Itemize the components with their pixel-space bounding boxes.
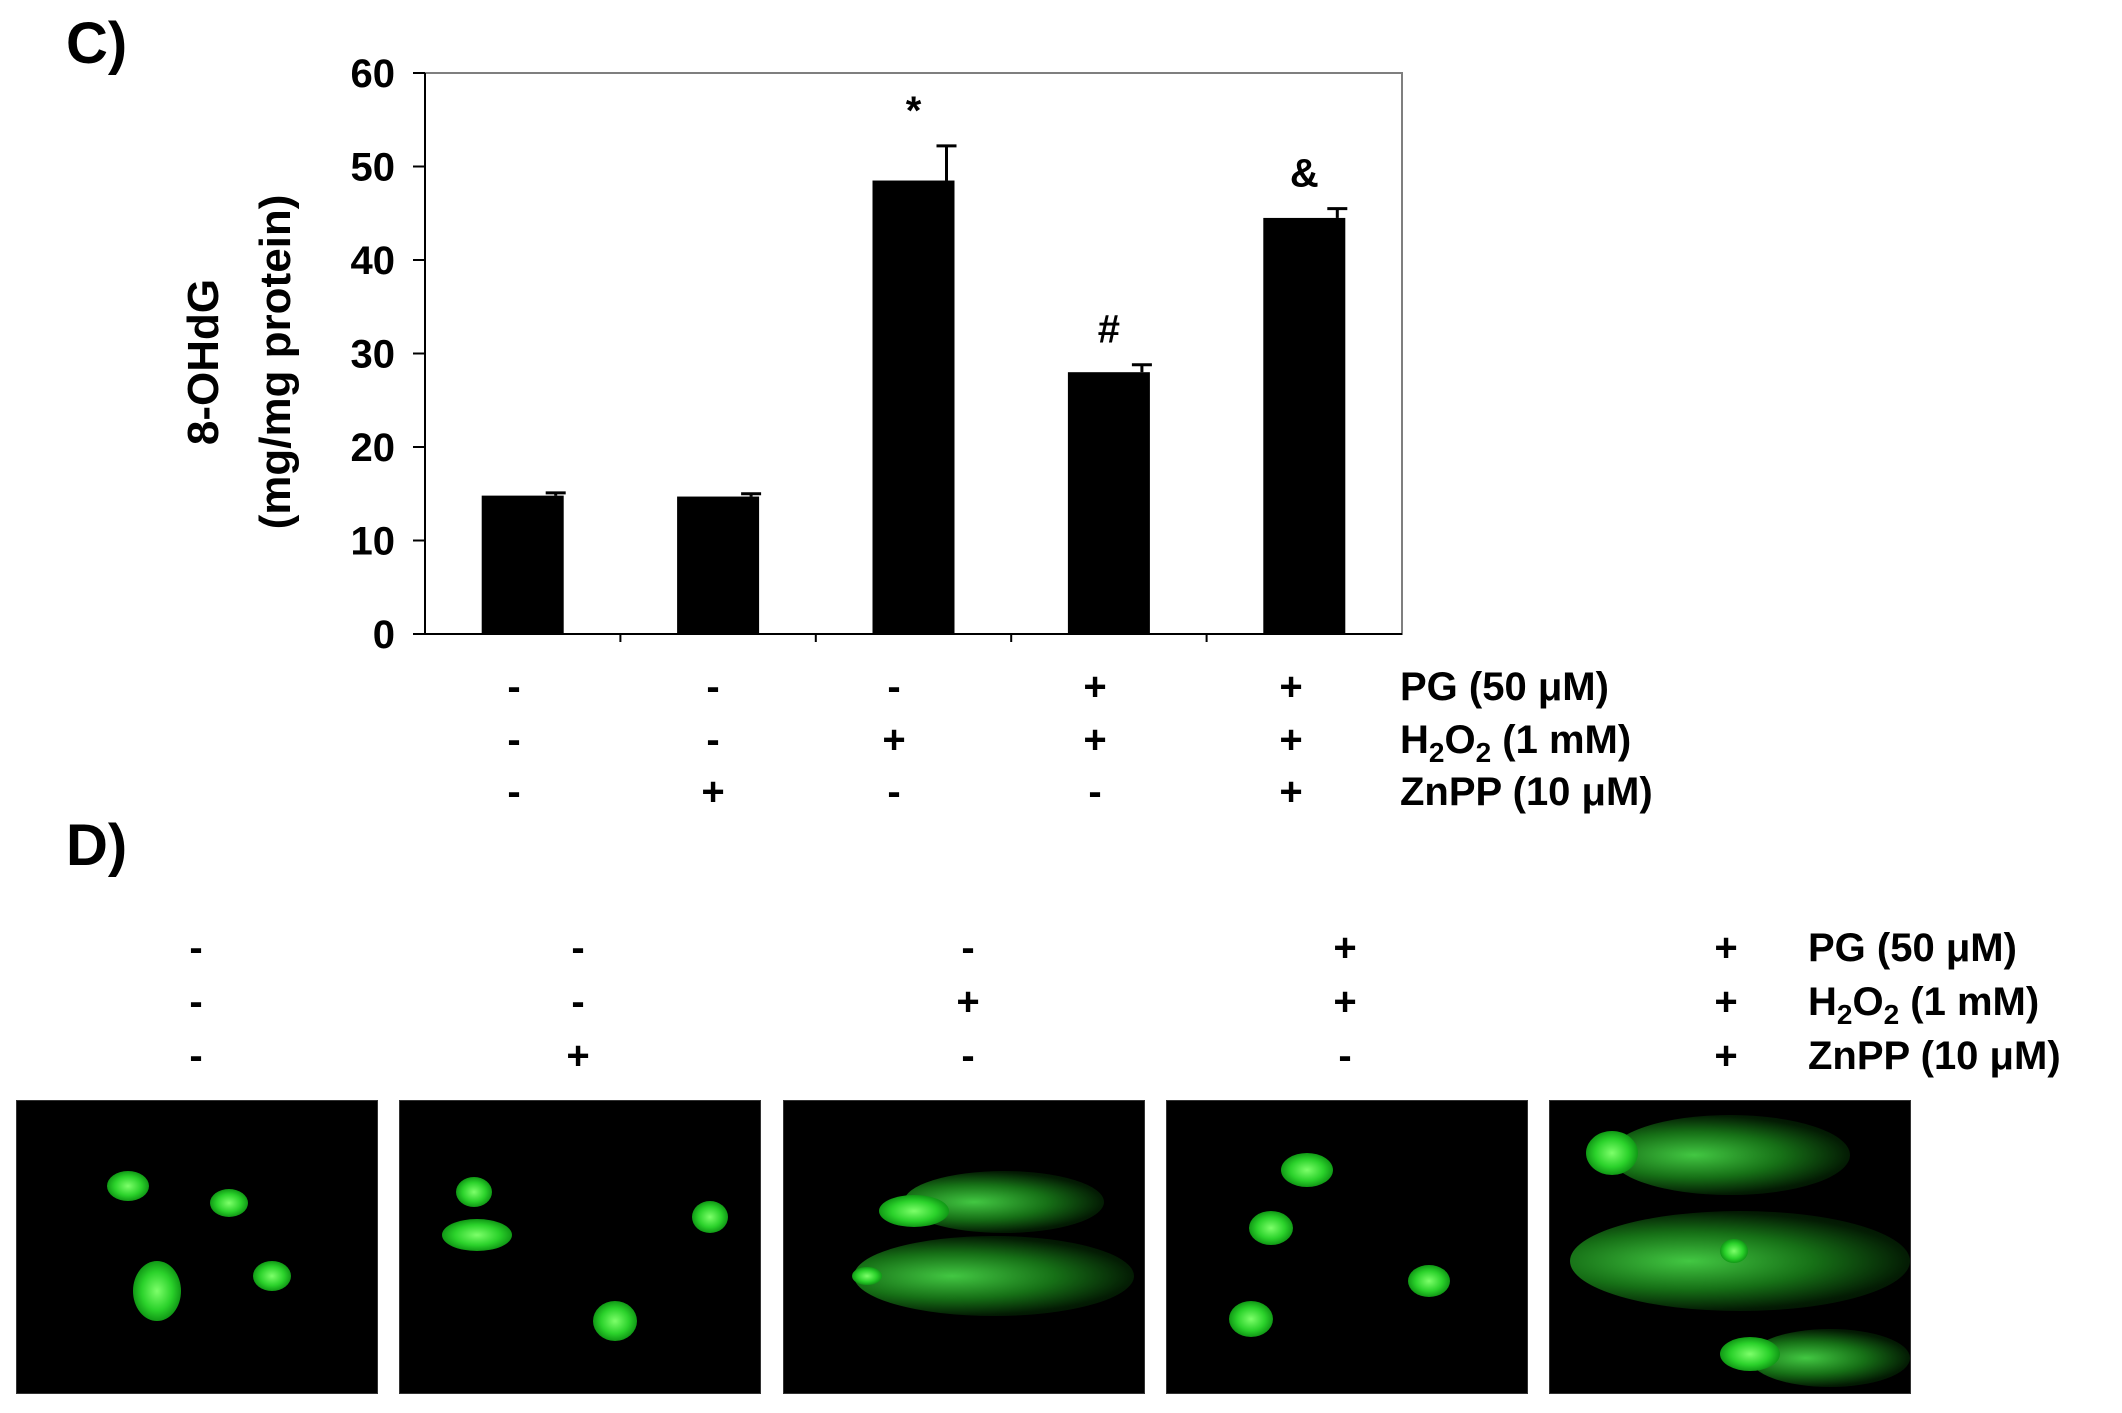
plot-area: 0 10 20 30 40 50 60 * # & (351, 52, 1403, 657)
y-tick-label: 60 (351, 52, 396, 96)
text-part: (1 mM) (1899, 980, 2040, 1024)
condition-sign: + (566, 1034, 590, 1078)
condition-sign: + (1333, 926, 1357, 970)
condition-sign: - (887, 665, 901, 709)
y-tick-label: 30 (351, 333, 396, 377)
bar (1263, 217, 1346, 635)
cell-nucleus (593, 1301, 637, 1341)
condition-sign: - (706, 665, 720, 709)
comet-tail (854, 1236, 1134, 1316)
y-tick-label: 40 (351, 239, 396, 283)
text-part: O (1852, 980, 1884, 1024)
cell-nucleus (1586, 1131, 1638, 1175)
condition-sign: + (1083, 665, 1107, 709)
condition-name: ZnPP (10 μM) (1400, 770, 1653, 814)
condition-sign: - (887, 770, 901, 814)
bar (872, 180, 955, 634)
condition-sign: - (507, 718, 521, 762)
condition-sign: - (189, 1034, 203, 1078)
bar (1067, 372, 1150, 634)
text-part: O (1444, 718, 1476, 762)
condition-sign: - (189, 926, 203, 970)
cell-nucleus (1249, 1211, 1293, 1245)
condition-sign: + (701, 770, 725, 814)
condition-sign: + (1333, 980, 1357, 1024)
condition-sign: + (1714, 926, 1738, 970)
y-tick-label: 50 (351, 146, 396, 190)
condition-sign: - (571, 980, 585, 1024)
subscript: 2 (1428, 737, 1445, 768)
significance-label: # (1098, 308, 1120, 352)
y-axis-title-line1: 8-OHdG (179, 279, 228, 445)
condition-sign: - (961, 926, 975, 970)
subscript: 2 (1883, 999, 1900, 1030)
subscript: 2 (1475, 737, 1492, 768)
cell-nucleus (1720, 1239, 1748, 1263)
subscript: 2 (1836, 999, 1853, 1030)
condition-sign: - (571, 926, 585, 970)
condition-sign: + (1083, 718, 1107, 762)
condition-name: PG (50 μM) (1808, 926, 2017, 970)
y-tick-label: 0 (373, 613, 395, 657)
significance-label: * (906, 89, 922, 133)
condition-sign: + (1279, 718, 1303, 762)
comet-tail (1610, 1115, 1850, 1195)
cell-nucleus (1408, 1265, 1450, 1297)
comet-image (1549, 1100, 1911, 1394)
cell-nucleus (107, 1171, 149, 1201)
cell-nucleus (1720, 1337, 1780, 1371)
comet-image (783, 1100, 1145, 1394)
bar (677, 496, 760, 634)
condition-sign: + (1714, 980, 1738, 1024)
cell-nucleus (852, 1267, 882, 1285)
condition-name: H2O2 (1 mM) (1400, 720, 1631, 767)
panel-c-label: C) (66, 11, 128, 76)
y-tick-label: 10 (351, 520, 396, 564)
bar (481, 495, 564, 634)
condition-sign: - (507, 770, 521, 814)
condition-sign: - (706, 718, 720, 762)
condition-name: H2O2 (1 mM) (1808, 982, 2039, 1029)
y-tick-label: 20 (351, 426, 396, 470)
panel-d-label: D) (66, 813, 128, 878)
condition-sign: - (961, 1034, 975, 1078)
cell-nucleus (1281, 1153, 1333, 1187)
condition-sign: + (1279, 665, 1303, 709)
comet-image (1166, 1100, 1528, 1394)
y-axis-title-line2: (mg/mg protein) (251, 195, 300, 530)
significance-label: & (1290, 152, 1319, 196)
condition-name: ZnPP (10 μM) (1808, 1034, 2061, 1078)
cell-nucleus (210, 1189, 248, 1217)
cell-nucleus (133, 1261, 181, 1321)
comet-image (16, 1100, 378, 1394)
cell-nucleus (1229, 1301, 1273, 1337)
text-part: H (1808, 980, 1837, 1024)
text-part: H (1400, 718, 1429, 762)
condition-name: PG (50 μM) (1400, 665, 1609, 709)
comet-image (399, 1100, 761, 1394)
text-part: (1 mM) (1491, 718, 1632, 762)
condition-sign: - (189, 980, 203, 1024)
condition-sign: - (1088, 770, 1102, 814)
cell-nucleus (692, 1201, 728, 1233)
cell-nucleus (442, 1219, 512, 1251)
condition-sign: + (882, 718, 906, 762)
cell-nucleus (253, 1261, 291, 1291)
bar-chart: 0 10 20 30 40 50 60 * # & 8-OHdG (mg/mg protein) (179, 52, 1403, 657)
cell-nucleus (456, 1177, 492, 1207)
condition-sign: + (1714, 1034, 1738, 1078)
condition-sign: - (507, 665, 521, 709)
condition-sign: + (1279, 770, 1303, 814)
cell-nucleus (879, 1195, 949, 1227)
condition-sign: + (956, 980, 980, 1024)
condition-sign: - (1338, 1034, 1352, 1078)
